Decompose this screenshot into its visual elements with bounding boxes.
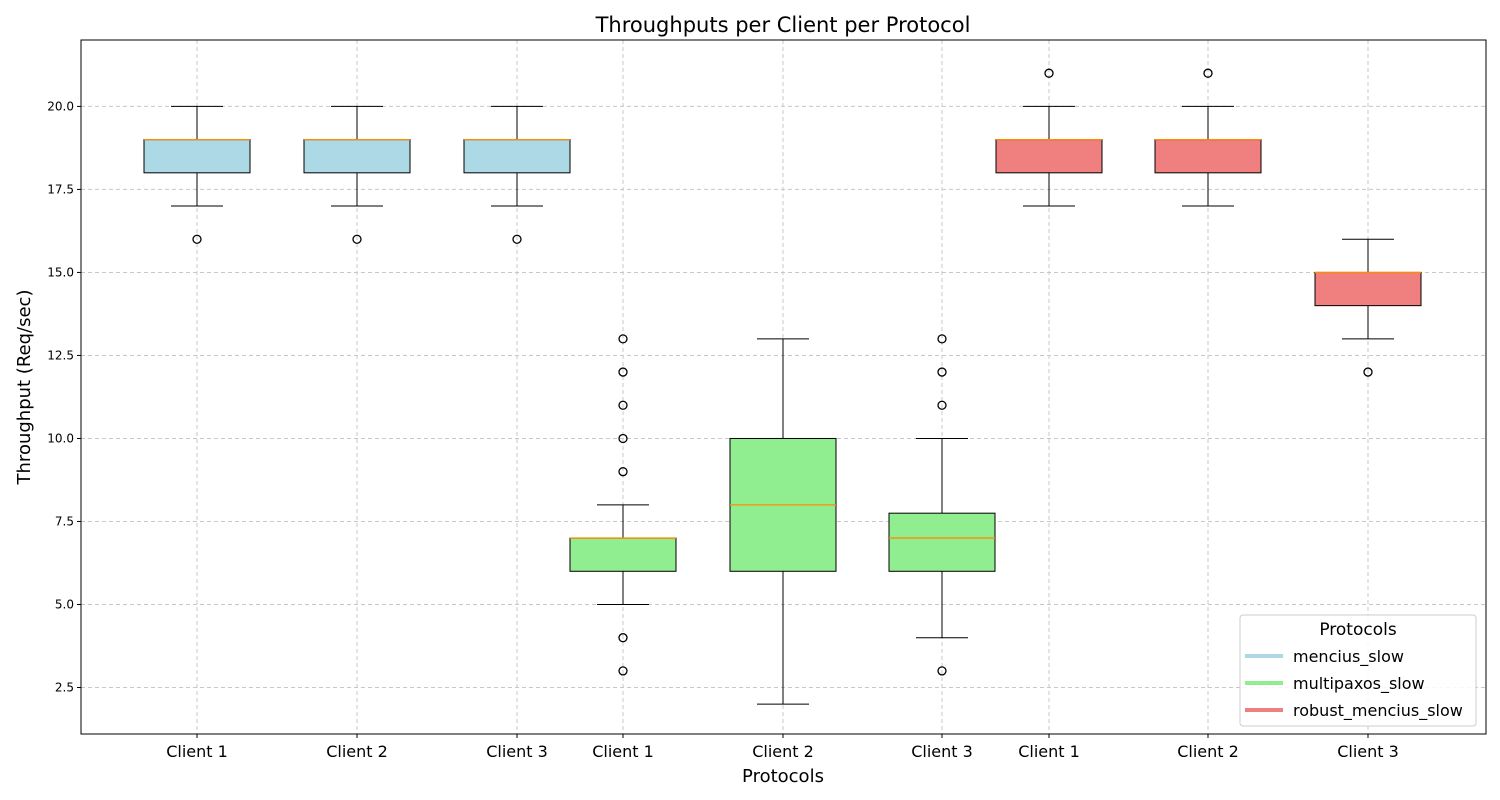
- box-mencius_slow-client-1: [143, 105, 251, 244]
- y-tick-label: 20.0: [47, 99, 74, 113]
- iqr-box: [143, 139, 251, 174]
- x-tick-label: Client 1: [1018, 742, 1080, 761]
- box-robust_mencius_slow-client-1: [995, 68, 1103, 207]
- x-tick-label: Client 3: [1337, 742, 1399, 761]
- outlier-point: [618, 433, 628, 444]
- x-tick-label: Client 3: [486, 742, 548, 761]
- outlier-point: [618, 633, 628, 643]
- iqr-box: [569, 537, 677, 572]
- box-multipaxos_slow-client-1: [569, 334, 677, 676]
- x-tick-label: Client 3: [911, 742, 973, 761]
- box-robust_mencius_slow-client-2: [1154, 68, 1262, 207]
- outlier-point: [192, 234, 202, 244]
- box-robust_mencius_slow-client-3: [1314, 238, 1422, 377]
- x-tick-label: Client 2: [752, 742, 814, 761]
- x-tick-label: Client 1: [592, 742, 654, 761]
- y-tick-label: 17.5: [47, 182, 74, 196]
- legend-label-mencius_slow: mencius_slow: [1293, 647, 1404, 667]
- outlier-point: [352, 234, 362, 244]
- outlier-point: [512, 234, 522, 244]
- outlier-point: [937, 400, 947, 410]
- outlier-point: [618, 400, 628, 410]
- x-axis-ticks: Client 1 Client 2 Client 3 Client 1 Client 2…: [166, 734, 1399, 761]
- x-tick-label: Client 2: [1177, 742, 1239, 761]
- y-tick-label: 12.5: [47, 348, 74, 362]
- y-axis-title: Throughput (Req/sec): [14, 290, 35, 486]
- box-mencius_slow-client-3: [463, 105, 571, 244]
- legend-title: Protocols: [1319, 620, 1397, 640]
- box-mencius_slow-client-2: [303, 105, 411, 244]
- outlier-point: [937, 367, 947, 377]
- x-tick-label: Client 1: [166, 742, 228, 761]
- outlier-point: [937, 666, 947, 676]
- outlier-point: [1363, 367, 1373, 377]
- iqr-box: [463, 139, 571, 174]
- outlier-point: [618, 666, 628, 676]
- iqr-box: [303, 139, 411, 174]
- legend: Protocols mencius_slow multipaxos_slowrob…: [1239, 614, 1477, 727]
- chart-title: Throughputs per Client per Protocol: [595, 13, 971, 37]
- y-tick-label: 5.0: [55, 597, 74, 611]
- y-tick-label: 2.5: [55, 681, 74, 695]
- legend-label-multipaxos_slow: multipaxos_slow: [1293, 674, 1425, 694]
- outlier-point: [618, 467, 628, 477]
- box-multipaxos_slow-client-3: [888, 334, 996, 676]
- legend-frame: [1239, 614, 1477, 727]
- box-multipaxos_slow-client-2: [729, 338, 837, 705]
- outlier-point: [1044, 68, 1054, 78]
- y-axis-ticks: 2.5 5.0 7.5 10.0 12.5 15.0 17.5 20.0: [47, 99, 81, 695]
- y-tick-label: 15.0: [47, 265, 74, 279]
- legend-label-robust_mencius_slow: robust_mencius_slow: [1293, 701, 1463, 721]
- y-tick-label: 10.0: [47, 431, 74, 445]
- iqr-box: [995, 139, 1103, 174]
- y-tick-label: 7.5: [55, 514, 74, 528]
- iqr-box: [1314, 271, 1422, 307]
- legend-entries: mencius_slow multipaxos_slow robust_menciu…: [1245, 647, 1463, 721]
- iqr-box: [1154, 139, 1262, 174]
- outlier-point: [1203, 68, 1213, 78]
- x-tick-label: Client 2: [326, 742, 388, 761]
- outlier-point: [937, 334, 947, 344]
- box-layer: [143, 68, 1422, 705]
- x-axis-title: Protocols: [742, 766, 824, 787]
- outlier-point: [618, 367, 628, 377]
- iqr-box: [888, 512, 996, 572]
- outlier-point: [618, 334, 628, 344]
